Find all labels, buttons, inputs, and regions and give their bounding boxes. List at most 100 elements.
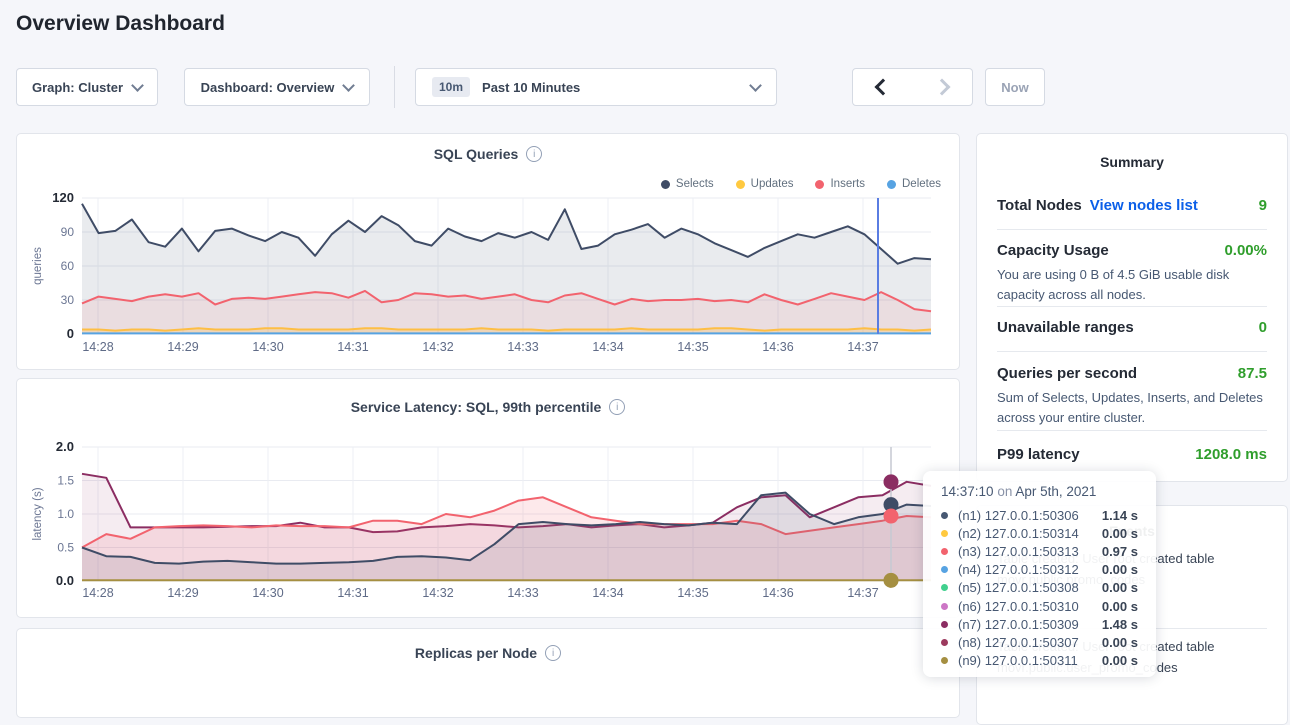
svg-text:1.5: 1.5 xyxy=(57,474,74,488)
page-title: Overview Dashboard xyxy=(16,12,225,35)
controls-divider xyxy=(394,66,395,108)
now-button[interactable]: Now xyxy=(985,68,1045,106)
node-address: (n6) 127.0.0.1:50310 xyxy=(958,598,1079,614)
capacity-usage-value: 0.00% xyxy=(1224,242,1267,259)
tooltip-row: (n4) 127.0.0.1:50312 0.00 s xyxy=(941,561,1138,579)
replicas-per-node-card: Replicas per Node i xyxy=(16,628,960,718)
summary-row-unavailable: Unavailable ranges 0 xyxy=(997,319,1267,336)
divider xyxy=(997,306,1267,307)
node-latency-value: 0.97 s xyxy=(1101,543,1138,559)
queries-per-second-label: Queries per second xyxy=(997,365,1138,382)
node-address: (n1) 127.0.0.1:50306 xyxy=(958,507,1079,523)
node-address: (n2) 127.0.0.1:50314 xyxy=(958,525,1079,541)
svg-text:90: 90 xyxy=(61,225,75,239)
chevron-left-icon xyxy=(874,78,891,96)
legend-item-inserts[interactable]: Inserts xyxy=(815,178,865,190)
dashboard-dropdown-label: Dashboard: Overview xyxy=(200,79,335,95)
view-nodes-list-link[interactable]: View nodes list xyxy=(1089,197,1198,214)
sql-queries-legend: Selects Updates Inserts Deletes xyxy=(660,178,941,190)
chevron-right-icon xyxy=(933,78,951,96)
capacity-usage-label: Capacity Usage xyxy=(997,242,1109,259)
info-icon[interactable]: i xyxy=(545,645,562,661)
legend-item-deletes[interactable]: Deletes xyxy=(887,178,941,190)
svg-text:14:32: 14:32 xyxy=(422,340,453,354)
sql-queries-chart[interactable]: 0 30 60 90 120 14:28 14:29 14:30 14:31 14:32 14:33… xyxy=(17,186,959,366)
tooltip-row: (n2) 127.0.0.1:50314 0.00 s xyxy=(941,524,1138,542)
node-dot-icon xyxy=(941,620,948,628)
svg-text:14:33: 14:33 xyxy=(507,586,538,600)
summary-panel: Summary Total Nodes View nodes list 9 Ca… xyxy=(976,133,1288,482)
summary-heading: Summary xyxy=(1100,154,1164,170)
tooltip-row: (n7) 127.0.0.1:50309 1.48 s xyxy=(941,615,1138,633)
svg-text:14:30: 14:30 xyxy=(252,340,283,354)
node-dot-icon xyxy=(941,529,948,537)
node-dot-icon xyxy=(941,584,948,592)
node-latency-value: 0.00 s xyxy=(1101,653,1138,669)
graph-dropdown[interactable]: Graph: Cluster xyxy=(16,68,158,106)
p99-latency-value: 1208.0 ms xyxy=(1195,446,1267,463)
node-address: (n4) 127.0.0.1:50312 xyxy=(958,562,1079,578)
summary-row-p99: P99 latency 1208.0 ms xyxy=(997,446,1267,463)
dashboard-dropdown[interactable]: Dashboard: Overview xyxy=(184,68,370,106)
node-latency-value: 0.00 s xyxy=(1101,580,1138,596)
divider xyxy=(997,229,1267,230)
legend-label: Inserts xyxy=(830,178,865,190)
svg-text:latency (s): latency (s) xyxy=(32,487,44,540)
service-latency-card: Service Latency: SQL, 99th percentile i … xyxy=(16,378,960,618)
node-address: (n7) 127.0.0.1:50309 xyxy=(958,616,1079,632)
divider xyxy=(997,430,1267,431)
legend-label: Selects xyxy=(675,178,714,190)
legend-dot-icon xyxy=(735,179,745,189)
tooltip-row: (n9) 127.0.0.1:50311 0.00 s xyxy=(941,652,1138,670)
node-address: (n3) 127.0.0.1:50313 xyxy=(958,543,1079,559)
service-latency-chart[interactable]: 0.0 0.5 1.0 1.5 2.0 14:28 14:29 14:30 14:31 14:32… xyxy=(17,435,959,607)
svg-text:60: 60 xyxy=(61,259,75,273)
info-icon[interactable]: i xyxy=(609,399,626,415)
svg-text:14:31: 14:31 xyxy=(337,586,368,600)
queries-per-second-value: 87.5 xyxy=(1237,365,1267,382)
svg-text:14:32: 14:32 xyxy=(422,586,453,600)
svg-text:14:37: 14:37 xyxy=(847,586,878,600)
svg-text:queries: queries xyxy=(32,247,44,285)
time-range-label: Past 10 Minutes xyxy=(482,79,581,95)
legend-item-selects[interactable]: Selects xyxy=(660,178,714,190)
time-next-button[interactable] xyxy=(912,68,973,106)
chevron-down-icon xyxy=(342,78,356,92)
svg-text:0: 0 xyxy=(67,326,74,341)
legend-item-updates[interactable]: Updates xyxy=(735,178,794,190)
svg-text:14:35: 14:35 xyxy=(677,586,708,600)
divider xyxy=(997,351,1267,352)
node-latency-value: 1.14 s xyxy=(1101,507,1138,523)
legend-dot-icon xyxy=(815,179,825,189)
svg-text:14:29: 14:29 xyxy=(167,586,198,600)
svg-text:14:36: 14:36 xyxy=(762,586,793,600)
summary-row-qps: Queries per second 87.5 Sum of Selects, … xyxy=(997,365,1267,428)
node-dot-icon xyxy=(941,602,948,610)
service-latency-title: Service Latency: SQL, 99th percentile xyxy=(350,399,602,415)
chart-hover-tooltip: 14:37:10 on Apr 5th, 2021 (n1) 127.0.0.1… xyxy=(923,471,1156,677)
total-nodes-value: 9 xyxy=(1258,197,1267,214)
svg-text:30: 30 xyxy=(61,293,75,307)
time-range-dropdown[interactable]: 10m Past 10 Minutes xyxy=(415,68,777,106)
time-prev-button[interactable] xyxy=(852,68,913,106)
tooltip-row: (n8) 127.0.0.1:50307 0.00 s xyxy=(941,633,1138,651)
info-icon[interactable]: i xyxy=(526,146,543,162)
chevron-down-icon xyxy=(131,78,144,92)
now-button-label: Now xyxy=(1001,79,1029,95)
svg-text:0.0: 0.0 xyxy=(56,573,74,588)
node-dot-icon xyxy=(941,547,948,555)
node-latency-value: 0.00 s xyxy=(1101,598,1138,614)
node-dot-icon xyxy=(941,638,948,646)
sql-queries-card: SQL Queries i Selects Updates Inserts Delet… xyxy=(16,133,960,370)
tooltip-row: (n3) 127.0.0.1:50313 0.97 s xyxy=(941,542,1138,560)
node-dot-icon xyxy=(941,657,948,665)
replicas-per-node-title: Replicas per Node xyxy=(414,645,538,661)
legend-label: Updates xyxy=(750,178,794,190)
unavailable-ranges-value: 0 xyxy=(1258,319,1267,336)
sql-queries-title: SQL Queries xyxy=(433,146,519,162)
chevron-down-icon xyxy=(749,78,762,92)
node-address: (n5) 127.0.0.1:50308 xyxy=(958,580,1079,596)
time-range-badge: 10m xyxy=(432,77,471,97)
tooltip-row: (n1) 127.0.0.1:50306 1.14 s xyxy=(941,506,1138,524)
svg-text:14:35: 14:35 xyxy=(677,340,708,354)
